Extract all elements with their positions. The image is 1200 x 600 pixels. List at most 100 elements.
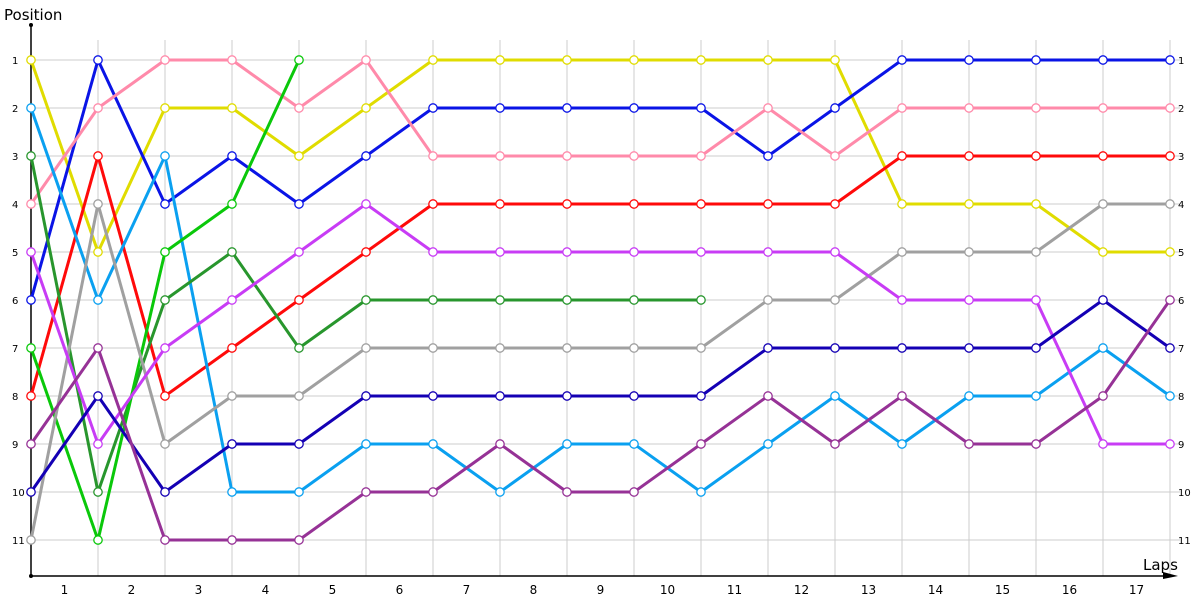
data-point-marker <box>763 247 773 257</box>
data-point-marker <box>93 487 103 497</box>
data-point-marker <box>830 343 840 353</box>
x-tick-label: 1 <box>61 583 69 597</box>
data-point-marker <box>629 151 639 161</box>
data-point-marker <box>361 295 371 305</box>
data-point-marker <box>763 343 773 353</box>
data-point-marker <box>629 439 639 449</box>
data-point-marker <box>227 391 237 401</box>
data-point-marker <box>964 343 974 353</box>
data-point-marker <box>361 103 371 113</box>
data-point-marker <box>361 247 371 257</box>
data-point-marker <box>562 487 572 497</box>
data-point-marker <box>1098 151 1108 161</box>
data-point-marker <box>763 199 773 209</box>
data-point-marker <box>562 151 572 161</box>
data-point-marker <box>696 295 706 305</box>
data-point-marker <box>964 295 974 305</box>
data-point-marker <box>629 55 639 65</box>
y-tick-label-right: 8 <box>1178 392 1184 403</box>
data-point-marker <box>1165 295 1175 305</box>
series-line <box>29 298 1171 494</box>
series-yellow <box>26 55 1175 257</box>
data-point-marker <box>428 343 438 353</box>
data-point-marker <box>160 391 170 401</box>
data-point-marker <box>361 487 371 497</box>
data-point-marker <box>964 151 974 161</box>
data-point-marker <box>26 439 36 449</box>
series-light-blue <box>26 103 1175 497</box>
x-tick-label: 12 <box>794 583 809 597</box>
data-point-marker <box>830 391 840 401</box>
data-point-marker <box>160 247 170 257</box>
data-point-marker <box>227 535 237 545</box>
data-point-marker <box>160 487 170 497</box>
data-point-marker <box>964 247 974 257</box>
data-point-marker <box>562 247 572 257</box>
series-gray <box>26 199 1175 545</box>
data-point-marker <box>428 391 438 401</box>
x-tick-label: 9 <box>597 583 605 597</box>
data-point-marker <box>1165 391 1175 401</box>
data-point-marker <box>1031 247 1041 257</box>
data-point-marker <box>428 199 438 209</box>
series-pink <box>26 55 1175 209</box>
series-line <box>29 107 1171 494</box>
series-line <box>29 202 1170 446</box>
data-point-marker <box>495 151 505 161</box>
data-point-marker <box>696 439 706 449</box>
data-point-marker <box>562 439 572 449</box>
data-point-marker <box>1165 439 1175 449</box>
data-point-marker <box>763 55 773 65</box>
data-point-marker <box>93 535 103 545</box>
data-point-marker <box>562 55 572 65</box>
data-point-marker <box>361 343 371 353</box>
data-point-marker <box>227 247 237 257</box>
series-line <box>29 202 1170 541</box>
series-red <box>26 151 1175 401</box>
data-point-marker <box>294 535 304 545</box>
x-tick-label: 14 <box>928 583 943 597</box>
data-point-marker <box>495 247 505 257</box>
data-point-marker <box>294 247 304 257</box>
data-point-marker <box>1165 343 1175 353</box>
data-point-marker <box>830 247 840 257</box>
series-lines <box>26 55 1175 545</box>
data-point-marker <box>160 55 170 65</box>
data-point-marker <box>1165 151 1175 161</box>
data-point-marker <box>629 343 639 353</box>
data-point-marker <box>897 295 907 305</box>
y-tick-label-left: 5 <box>12 248 18 259</box>
data-point-marker <box>897 439 907 449</box>
data-point-marker <box>629 295 639 305</box>
y-tick-label-left: 8 <box>12 392 18 403</box>
x-tick-label: 6 <box>396 583 404 597</box>
data-point-marker <box>897 55 907 65</box>
data-point-marker <box>1098 439 1108 449</box>
data-point-marker <box>294 487 304 497</box>
data-point-marker <box>26 151 36 161</box>
data-point-marker <box>696 103 706 113</box>
data-point-marker <box>495 55 505 65</box>
data-point-marker <box>93 295 103 305</box>
x-tick-label: 8 <box>530 583 538 597</box>
series-purple <box>26 295 1175 545</box>
x-tick-label: 11 <box>727 583 742 597</box>
data-point-marker <box>495 103 505 113</box>
y-tick-label-right: 11 <box>1178 536 1191 547</box>
data-point-marker <box>763 103 773 113</box>
data-point-marker <box>26 343 36 353</box>
data-point-marker <box>428 247 438 257</box>
data-point-marker <box>696 487 706 497</box>
data-point-marker <box>495 439 505 449</box>
data-point-marker <box>763 391 773 401</box>
y-tick-label-right: 3 <box>1178 152 1184 163</box>
data-point-marker <box>1031 199 1041 209</box>
data-point-marker <box>227 55 237 65</box>
data-point-marker <box>361 439 371 449</box>
data-point-marker <box>897 391 907 401</box>
data-point-marker <box>495 487 505 497</box>
data-point-marker <box>1165 55 1175 65</box>
x-tick-label: 3 <box>195 583 203 597</box>
data-point-marker <box>1031 103 1041 113</box>
